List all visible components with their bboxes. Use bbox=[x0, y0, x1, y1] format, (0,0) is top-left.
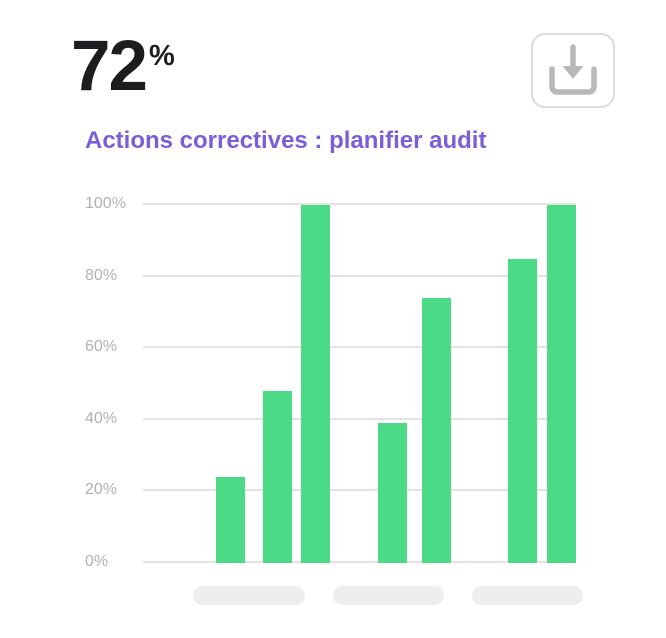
bar[interactable] bbox=[378, 423, 407, 563]
y-tick-label: 40% bbox=[85, 409, 118, 427]
y-tick-label: 0% bbox=[85, 553, 109, 570]
x-label-placeholder bbox=[472, 586, 583, 605]
x-label-placeholder bbox=[333, 586, 444, 605]
y-tick-label: 60% bbox=[85, 338, 118, 356]
gridline bbox=[143, 346, 576, 349]
stat-percentage: 72 % bbox=[71, 31, 175, 102]
bar[interactable] bbox=[301, 205, 330, 563]
chart-title: Actions correctives : planifier audit bbox=[85, 127, 487, 154]
bar[interactable] bbox=[547, 205, 576, 563]
stat-value: 72 bbox=[71, 27, 148, 106]
download-button[interactable] bbox=[531, 33, 615, 108]
y-tick-label: 80% bbox=[85, 266, 118, 284]
y-tick-label: 20% bbox=[85, 481, 118, 499]
bar[interactable] bbox=[216, 477, 245, 563]
x-label-placeholder bbox=[193, 586, 305, 605]
gridline bbox=[143, 417, 576, 420]
bar[interactable] bbox=[508, 258, 537, 563]
gridline bbox=[143, 274, 576, 277]
gridline bbox=[143, 203, 576, 205]
gridline bbox=[143, 489, 576, 492]
bar[interactable] bbox=[263, 391, 292, 563]
download-icon bbox=[547, 43, 599, 98]
y-tick-label: 100% bbox=[85, 195, 126, 212]
bar[interactable] bbox=[422, 298, 451, 563]
stat-unit: % bbox=[148, 40, 175, 72]
gridline bbox=[143, 561, 576, 563]
